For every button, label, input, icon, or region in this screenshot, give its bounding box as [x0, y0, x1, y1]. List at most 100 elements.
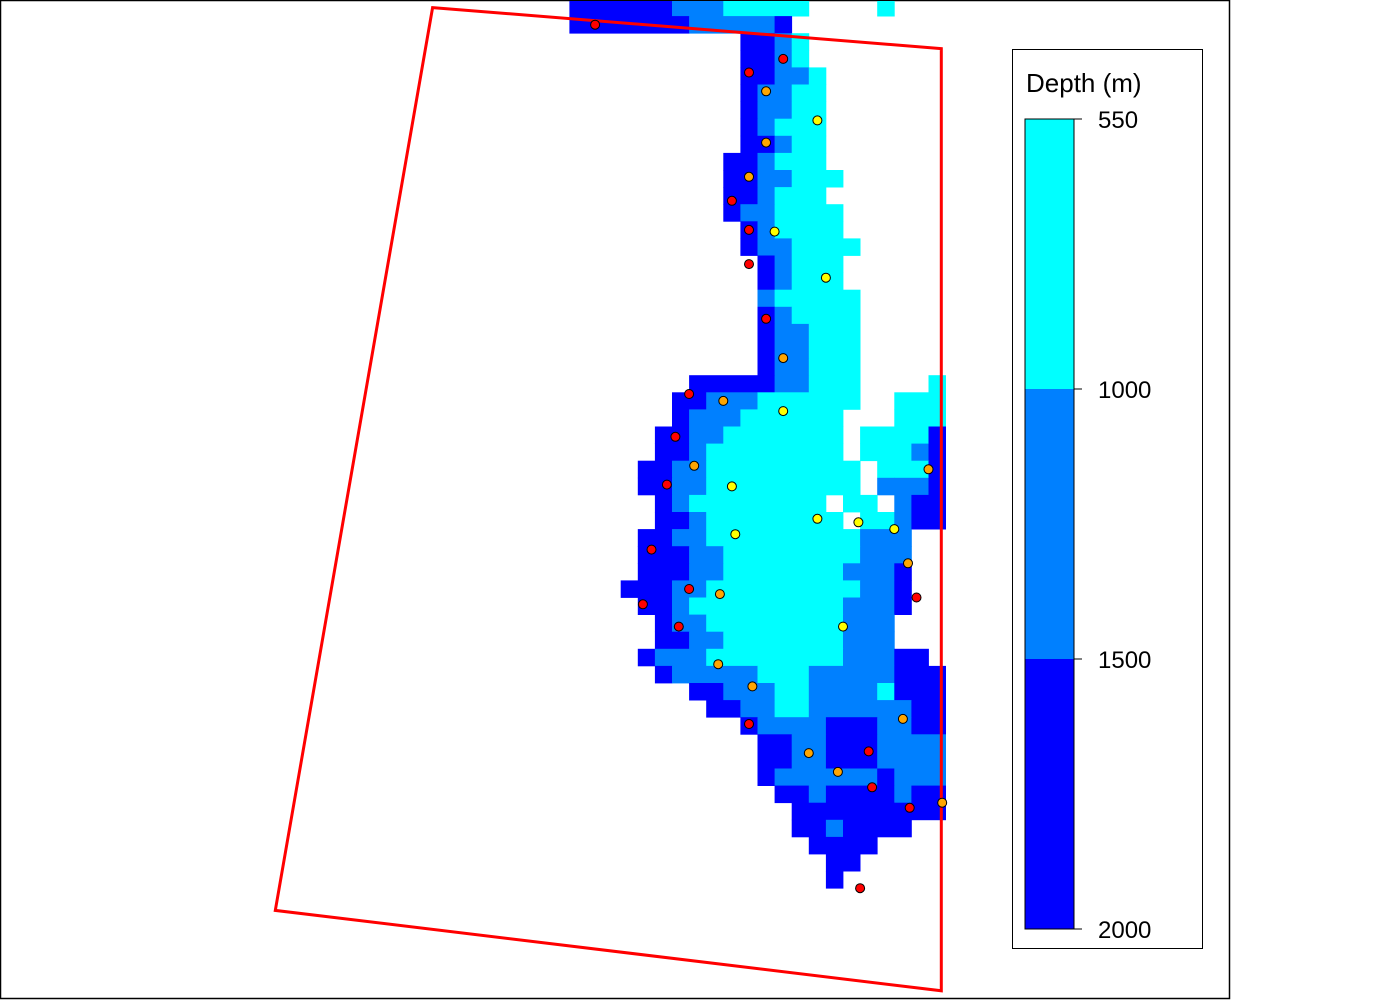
legend-tick-label: 550: [1098, 107, 1138, 134]
station-point: [937, 797, 948, 808]
depth-cell-run: [774, 255, 793, 273]
depth-cell-run: [825, 734, 878, 752]
depth-cell-run: [791, 135, 827, 154]
depth-cell-run: [774, 683, 810, 701]
depth-cell-run: [637, 648, 656, 667]
station-points: [590, 19, 948, 894]
station-point: [761, 137, 772, 148]
depth-cell-run: [672, 1, 724, 17]
depth-cell-run: [723, 152, 758, 171]
depth-cell-run: [757, 734, 793, 752]
depth-cell-run: [808, 665, 895, 684]
depth-cell-run: [894, 768, 929, 786]
station-point: [673, 621, 684, 632]
station-point: [661, 479, 672, 490]
depth-cell-run: [928, 768, 946, 786]
depth-cell-run: [877, 460, 929, 479]
depth-cell-run: [757, 170, 793, 188]
station-point: [713, 659, 724, 670]
depth-cell-run: [757, 187, 775, 205]
depth-cell-run: [774, 306, 793, 325]
depth-cell-run: [689, 494, 827, 513]
depth-cell-run: [637, 529, 673, 547]
depth-cell-run: [689, 409, 741, 427]
depth-cell-run: [654, 494, 673, 513]
depth-cell-run: [911, 443, 929, 462]
depth-cell-run: [740, 101, 758, 120]
depth-cell-run: [706, 392, 758, 410]
depth-cell-run: [843, 563, 895, 581]
station-point: [838, 621, 848, 632]
depth-cell-run: [757, 392, 861, 410]
depth-cell-run: [654, 512, 690, 530]
depth-cell-run: [911, 785, 946, 804]
depth-cell-run: [843, 631, 895, 650]
depth-cell-run: [808, 341, 861, 359]
depth-cell-run: [911, 734, 946, 752]
depth-cell-run: [843, 648, 895, 667]
depth-cell-run: [928, 426, 946, 444]
depth-cell-run: [672, 597, 690, 615]
legend-color-bin: [1025, 119, 1074, 389]
depth-cell-run: [757, 323, 775, 342]
depth-cell-run: [791, 170, 844, 188]
depth-cell-run: [774, 700, 810, 718]
station-point: [726, 481, 737, 492]
depth-cell-run: [791, 272, 844, 291]
depth-cell-run: [757, 101, 793, 120]
depth-cell-run: [672, 477, 707, 496]
station-point: [744, 259, 754, 270]
depth-cell-run: [791, 255, 844, 273]
depth-cell-run: [894, 512, 912, 530]
depth-cell-run: [911, 494, 946, 513]
legend-tick-label: 1500: [1098, 647, 1151, 674]
depth-cell-run: [740, 700, 775, 718]
depth-cell-run: [791, 306, 861, 325]
depth-cell-run: [791, 50, 810, 68]
depth-cell-run: [706, 529, 861, 547]
depth-cell-run: [740, 118, 758, 137]
depth-cell-run: [808, 358, 861, 376]
legend-color-bin: [1025, 389, 1074, 659]
station-point: [904, 802, 915, 813]
depth-cell-run: [689, 512, 707, 530]
depth-cell-run: [723, 683, 775, 701]
station-point: [778, 406, 789, 417]
depth-cell-run: [757, 255, 775, 273]
depth-cell-run: [877, 734, 912, 752]
depth-cell-run: [860, 700, 912, 718]
depth-cell-run: [843, 494, 878, 513]
depth-cell-run: [860, 512, 895, 530]
depth-cell-run: [791, 751, 827, 769]
station-point: [867, 782, 878, 793]
depth-cell-run: [774, 187, 827, 205]
station-point: [769, 226, 780, 237]
station-point: [820, 272, 831, 283]
depth-cell-run: [757, 751, 793, 769]
legend-colorbar-frame: [1024, 118, 1075, 930]
depth-cell-run: [706, 665, 758, 684]
depth-cell-run: [894, 683, 946, 701]
depth-cell-run: [654, 631, 690, 650]
depth-cell-run: [672, 392, 707, 410]
depth-cell-run: [791, 238, 861, 256]
depth-cell-run: [774, 289, 861, 308]
depth-cell-run: [860, 529, 912, 547]
depth-cell-run: [911, 700, 946, 718]
station-point: [853, 517, 864, 528]
depth-cell-run: [654, 614, 673, 633]
depth-cell-run: [774, 323, 810, 342]
station-point: [718, 395, 729, 406]
depth-cell-run: [774, 785, 810, 804]
depth-cell-run: [928, 443, 946, 462]
legend-tick-label: 1000: [1098, 377, 1151, 404]
depth-cell-run: [757, 118, 775, 137]
depth-cell-run: [774, 204, 844, 222]
depth-cell-run: [774, 375, 810, 393]
depth-cell-run: [825, 819, 844, 838]
depth-cell-run: [672, 409, 690, 427]
depth-cell-run: [894, 409, 946, 427]
depth-cell-run: [740, 50, 775, 68]
depth-cell-run: [654, 648, 707, 667]
station-point: [863, 746, 874, 757]
